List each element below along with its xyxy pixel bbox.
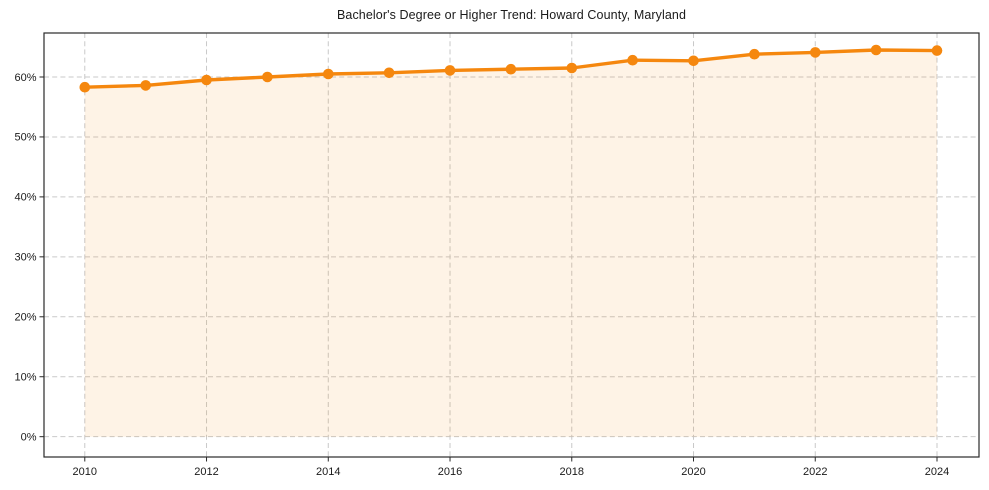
x-tick-label: 2024	[925, 466, 949, 478]
data-point	[688, 55, 699, 67]
y-tick-label: 60%	[14, 72, 36, 84]
data-point	[79, 81, 91, 93]
data-point	[566, 62, 578, 74]
y-tick-label: 20%	[14, 312, 36, 324]
y-tick-label: 10%	[14, 372, 36, 384]
x-tick-label: 2014	[316, 466, 340, 478]
area-fill	[84, 50, 938, 437]
data-point	[810, 47, 821, 58]
x-tick-label: 2016	[438, 466, 462, 478]
y-tick-label: 0%	[21, 431, 37, 443]
data-point	[140, 80, 151, 91]
x-tick-label: 2020	[681, 466, 705, 478]
y-tick-label: 50%	[14, 132, 36, 144]
x-tick-label: 2012	[194, 466, 218, 478]
x-tick-label: 2022	[803, 466, 827, 478]
chart-title: Bachelor's Degree or Higher Trend: Howar…	[336, 8, 687, 22]
data-point	[444, 65, 456, 76]
data-point	[262, 71, 273, 83]
data-point	[383, 67, 395, 79]
y-tick-label: 40%	[14, 192, 36, 204]
data-point	[931, 45, 943, 56]
x-tick-label: 2018	[560, 466, 584, 478]
plot-border	[43, 32, 980, 458]
x-tick-label: 2010	[73, 466, 97, 478]
data-point	[749, 48, 760, 60]
data-point	[201, 74, 212, 86]
data-point	[870, 44, 882, 56]
y-tick-label: 30%	[14, 252, 36, 264]
data-point	[505, 63, 517, 75]
data-point	[627, 54, 638, 66]
data-point	[323, 68, 334, 80]
